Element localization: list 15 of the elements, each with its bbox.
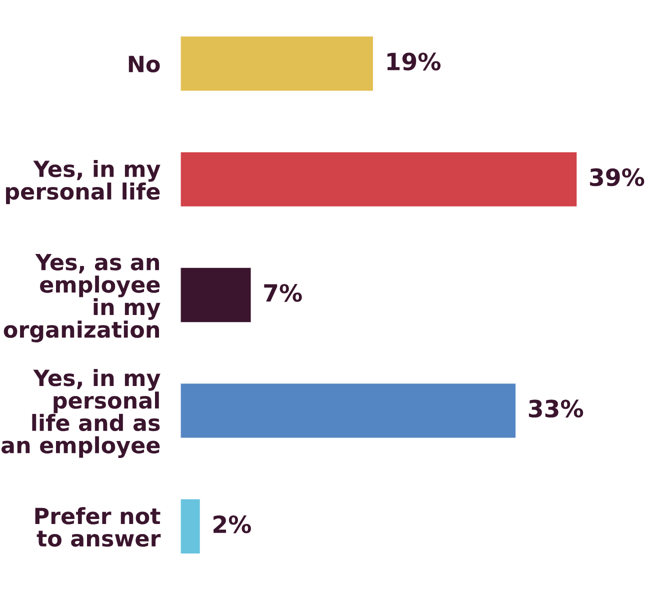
bar: [180, 35, 374, 92]
y-tick-label: Yes, in my personal life and as an employee: [1, 369, 160, 458]
bar: [180, 382, 517, 440]
y-tick-label: Yes, as an employee in my organization: [4, 254, 160, 342]
y-tick-label: No: [128, 56, 160, 72]
data-label: 39%: [590, 168, 644, 186]
data-label: 19%: [387, 52, 441, 70]
data-label: 33%: [528, 400, 584, 418]
bar: [180, 498, 202, 555]
bar: [180, 150, 578, 208]
y-tick-label: Yes, in my personal life: [6, 160, 160, 204]
data-label: 2%: [214, 515, 251, 534]
y-tick-label: Prefer not to answer: [35, 507, 161, 547]
bar: [180, 266, 252, 324]
data-label: 7%: [264, 284, 302, 302]
